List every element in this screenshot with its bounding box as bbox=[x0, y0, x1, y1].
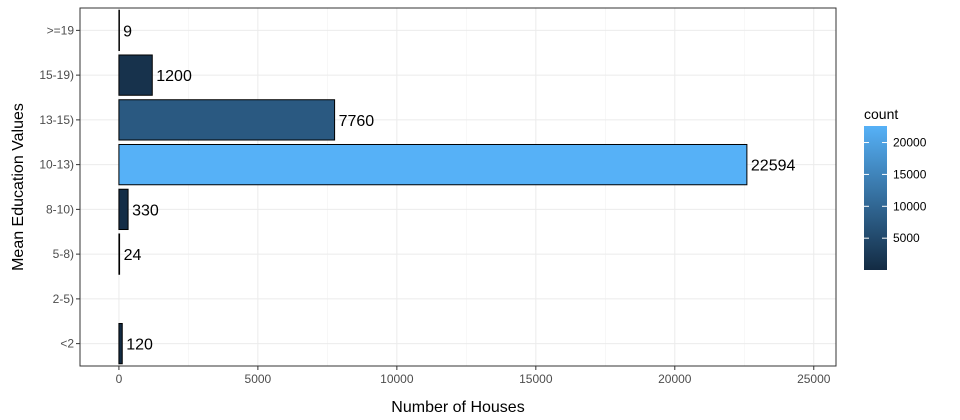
x-tick-label: 15000 bbox=[519, 372, 553, 386]
bar-13-15) bbox=[118, 99, 336, 141]
data-label-<2: 120 bbox=[126, 337, 153, 354]
data-label-5-8): 24 bbox=[124, 247, 142, 264]
legend-colorbar bbox=[864, 126, 887, 270]
legend-tick-label: 20000 bbox=[893, 136, 927, 150]
x-tick-label: 25000 bbox=[797, 372, 831, 386]
x-tick-label: 20000 bbox=[658, 372, 692, 386]
x-tick-label: 0 bbox=[116, 372, 123, 386]
data-labels: 120 24 330 22594 7760 1200 9 bbox=[123, 23, 795, 353]
legend-title: count bbox=[864, 106, 898, 122]
y-axis-title: Mean Education Values bbox=[10, 103, 27, 271]
data-label->=19: 9 bbox=[123, 23, 132, 40]
x-axis: 0 5000 10000 15000 20000 25000 bbox=[116, 366, 831, 386]
y-tick-label: 2-5) bbox=[53, 292, 74, 306]
data-label-13-15): 7760 bbox=[339, 113, 375, 130]
x-tick-label: 10000 bbox=[380, 372, 414, 386]
legend-tick-label: 5000 bbox=[893, 231, 920, 245]
legend-tick-label: 15000 bbox=[893, 167, 927, 181]
data-label-10-13): 22594 bbox=[751, 158, 796, 175]
bar->=19 bbox=[118, 9, 120, 52]
y-tick-label: 15-19) bbox=[39, 68, 74, 82]
bar-15-19) bbox=[118, 54, 153, 96]
x-axis-title: Number of Houses bbox=[391, 399, 524, 416]
plot-panel-border bbox=[79, 7, 837, 367]
gridlines bbox=[80, 8, 836, 366]
legend-tick-label: 10000 bbox=[893, 199, 927, 213]
bar-8-10) bbox=[118, 188, 129, 231]
y-tick-label: >=19 bbox=[47, 23, 75, 37]
data-label-8-10): 330 bbox=[132, 202, 159, 219]
y-axis: <2 2-5) 5-8) 8-10) 10-13) 13-15) 15-19) >=19 bbox=[39, 23, 80, 351]
legend-ticks: 5000 10000 15000 20000 bbox=[864, 136, 927, 245]
bar-<2 bbox=[118, 322, 123, 365]
y-tick-label: 8-10) bbox=[46, 202, 74, 216]
y-tick-label: 10-13) bbox=[39, 158, 74, 172]
data-label-15-19): 1200 bbox=[156, 68, 192, 85]
bars bbox=[118, 9, 748, 365]
legend: count 5000 10000 15000 20000 bbox=[864, 106, 927, 270]
bar-5-8) bbox=[118, 233, 121, 275]
y-tick-label: 5-8) bbox=[53, 247, 74, 261]
bar-10-13) bbox=[118, 143, 748, 186]
x-tick-label: 5000 bbox=[245, 372, 272, 386]
y-tick-label: <2 bbox=[60, 337, 74, 351]
y-tick-label: 13-15) bbox=[39, 113, 74, 127]
